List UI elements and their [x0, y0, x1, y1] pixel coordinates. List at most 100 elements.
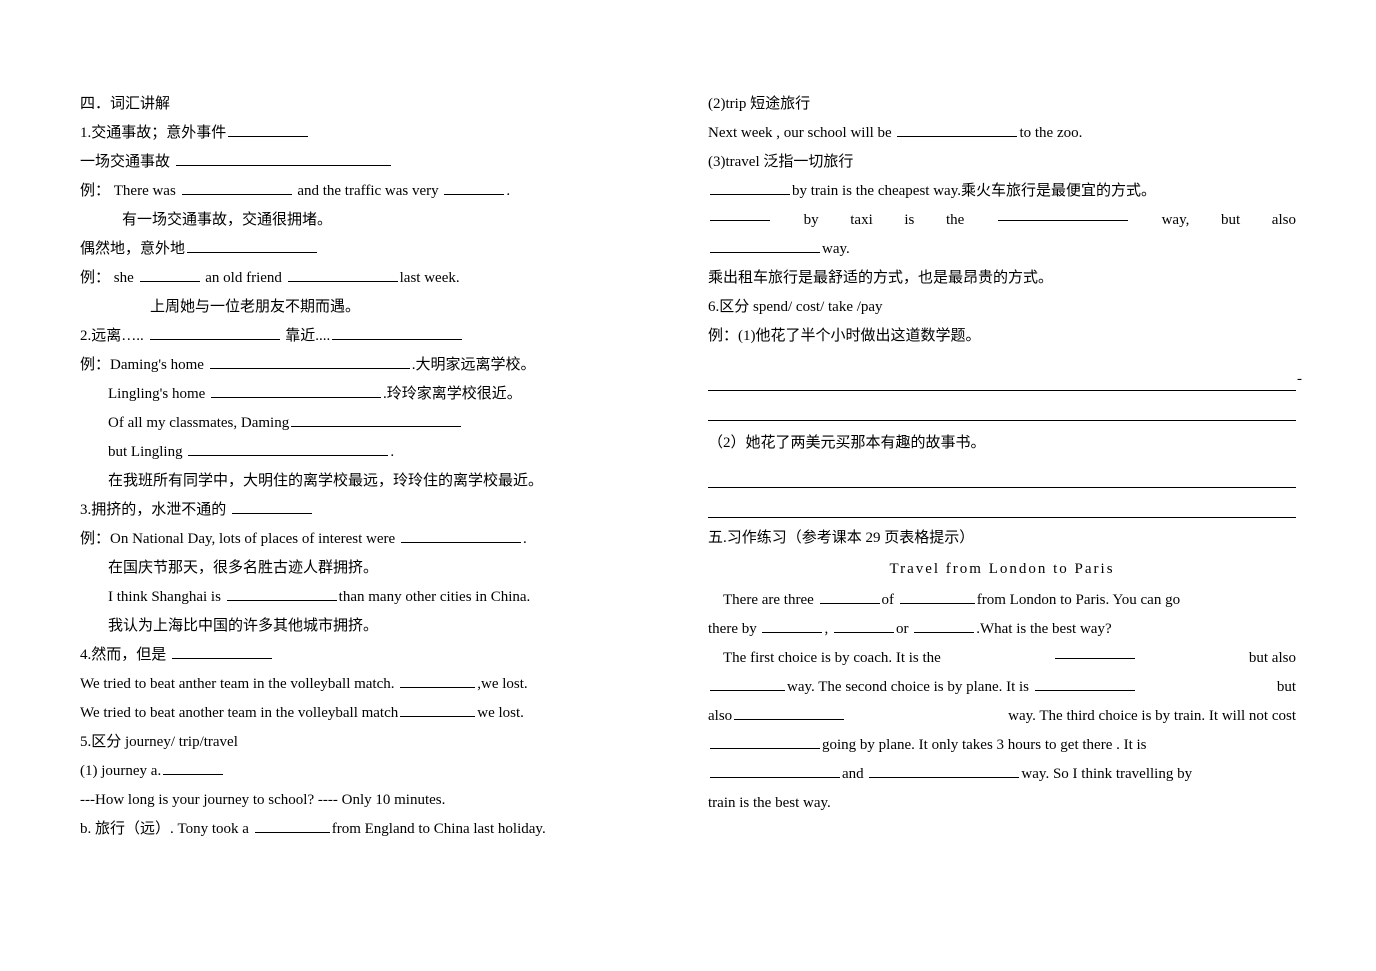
text: taxi — [850, 206, 873, 235]
text: 靠近.... — [282, 328, 331, 344]
blank — [332, 325, 462, 340]
text: .大明家远离学校。 — [412, 357, 536, 373]
left-column: 四．词汇讲解 1.交通事故；意外事件 一场交通事故 例： There was a… — [80, 90, 668, 911]
line: but Lingling . — [80, 438, 668, 467]
line: 3.拥挤的，水泄不通的 — [80, 496, 668, 525]
text: . — [523, 531, 527, 547]
text: but — [1277, 673, 1296, 702]
blank — [140, 267, 200, 282]
blank — [255, 818, 330, 833]
blank — [400, 702, 475, 717]
text: from England to China last holiday. — [332, 821, 546, 837]
blank — [210, 354, 410, 369]
blank — [176, 151, 391, 166]
line: way. The second choice is by plane. It i… — [708, 673, 1296, 702]
line: Next week , our school will be to the zo… — [708, 119, 1296, 148]
blank — [900, 589, 975, 604]
line: there by , or .What is the best way? — [708, 615, 1296, 644]
line: b. 旅行（远）. Tony took a from England to Ch… — [80, 815, 668, 844]
line: 例：Daming's home .大明家远离学校。 — [80, 351, 668, 380]
blank — [288, 267, 398, 282]
line: also way. The third choice is by train. … — [708, 702, 1296, 731]
line: 在我班所有同学中，大明住的离学校最远，玲玲住的离学校最近。 — [80, 467, 668, 496]
text: 例： There was — [80, 183, 180, 199]
text: there by — [708, 621, 760, 637]
blank — [1035, 676, 1135, 691]
blank — [444, 180, 504, 195]
text: 偶然地，意外地 — [80, 241, 185, 257]
blank — [710, 734, 820, 749]
blank — [820, 589, 880, 604]
blank — [188, 441, 388, 456]
blank-line — [708, 496, 1296, 518]
blank-line: - — [708, 369, 1296, 391]
text: 例：On National Day, lots of places of int… — [80, 531, 399, 547]
line: 5.区分 journey/ trip/travel — [80, 728, 668, 757]
text: but also — [1249, 644, 1296, 673]
line: 4.然而，但是 — [80, 641, 668, 670]
text: also — [708, 708, 732, 724]
line: train is the best way. — [708, 789, 1296, 818]
blank — [869, 763, 1019, 778]
blank — [291, 412, 461, 427]
blank — [211, 383, 381, 398]
blank — [228, 122, 308, 137]
text: way. So I think travelling by — [1021, 766, 1192, 782]
text: 一场交通事故 — [80, 154, 170, 170]
blank-line — [708, 399, 1296, 421]
text: way. — [822, 241, 850, 257]
line: 例：(1)他花了半个小时做出这道数学题。 — [708, 322, 1296, 351]
line: 乘出租车旅行是最舒适的方式，也是最昂贵的方式。 — [708, 264, 1296, 293]
blank — [998, 206, 1128, 221]
text: There are three — [723, 592, 818, 608]
page: 四．词汇讲解 1.交通事故；意外事件 一场交通事故 例： There was a… — [0, 0, 1376, 971]
line: (2)trip 短途旅行 — [708, 90, 1296, 119]
line: and way. So I think travelling by — [708, 760, 1296, 789]
line: 一场交通事故 — [80, 148, 668, 177]
text: than many other cities in China. — [339, 589, 531, 605]
text: 例：Daming's home — [80, 357, 208, 373]
blank — [710, 676, 785, 691]
line: 有一场交通事故，交通很拥堵。 — [80, 206, 668, 235]
text: We tried to beat anther team in the voll… — [80, 676, 398, 692]
blank — [163, 760, 223, 775]
line: 例：On National Day, lots of places of int… — [80, 525, 668, 554]
text: , — [824, 621, 832, 637]
text: The first choice is by coach. It is the — [723, 650, 941, 666]
blank-line — [708, 466, 1296, 488]
blank — [710, 180, 790, 195]
blank — [172, 644, 272, 659]
text: last week. — [400, 270, 460, 286]
line: way. — [708, 235, 1296, 264]
line: （2）她花了两美元买那本有趣的故事书。 — [708, 429, 1296, 458]
line: The first choice is by coach. It is the … — [708, 644, 1296, 673]
text: way. The second choice is by plane. It i… — [787, 679, 1033, 695]
line: 1.交通事故；意外事件 — [80, 119, 668, 148]
text: way. The third choice is by train. It wi… — [1008, 702, 1296, 731]
line: 我认为上海比中国的许多其他城市拥挤。 — [80, 612, 668, 641]
blank — [914, 618, 974, 633]
text: ,we lost. — [477, 676, 527, 692]
line: Of all my classmates, Daming — [80, 409, 668, 438]
line: 在国庆节那天，很多名胜古迹人群拥挤。 — [80, 554, 668, 583]
blank — [182, 180, 292, 195]
text: we lost. — [477, 705, 524, 721]
section-heading: 四．词汇讲解 — [80, 90, 668, 119]
text: 例： she — [80, 270, 138, 286]
text: but Lingling — [108, 444, 186, 460]
section-heading: 五.习作练习（参考课本 29 页表格提示） — [708, 524, 1296, 553]
blank — [401, 528, 521, 543]
line: There are three of from London to Paris.… — [708, 586, 1296, 615]
blank — [187, 238, 317, 253]
blank — [232, 499, 312, 514]
line: We tried to beat anther team in the voll… — [80, 670, 668, 699]
text: .What is the best way? — [976, 621, 1111, 637]
line: by taxi is the way, but also — [708, 206, 1296, 235]
text: b. 旅行（远）. Tony took a — [80, 821, 253, 837]
text: Of all my classmates, Daming — [108, 415, 289, 431]
line: (3)travel 泛指一切旅行 — [708, 148, 1296, 177]
line: We tried to beat another team in the vol… — [80, 699, 668, 728]
line: 例： There was and the traffic was very . — [80, 177, 668, 206]
blank — [897, 122, 1017, 137]
blank — [227, 586, 337, 601]
